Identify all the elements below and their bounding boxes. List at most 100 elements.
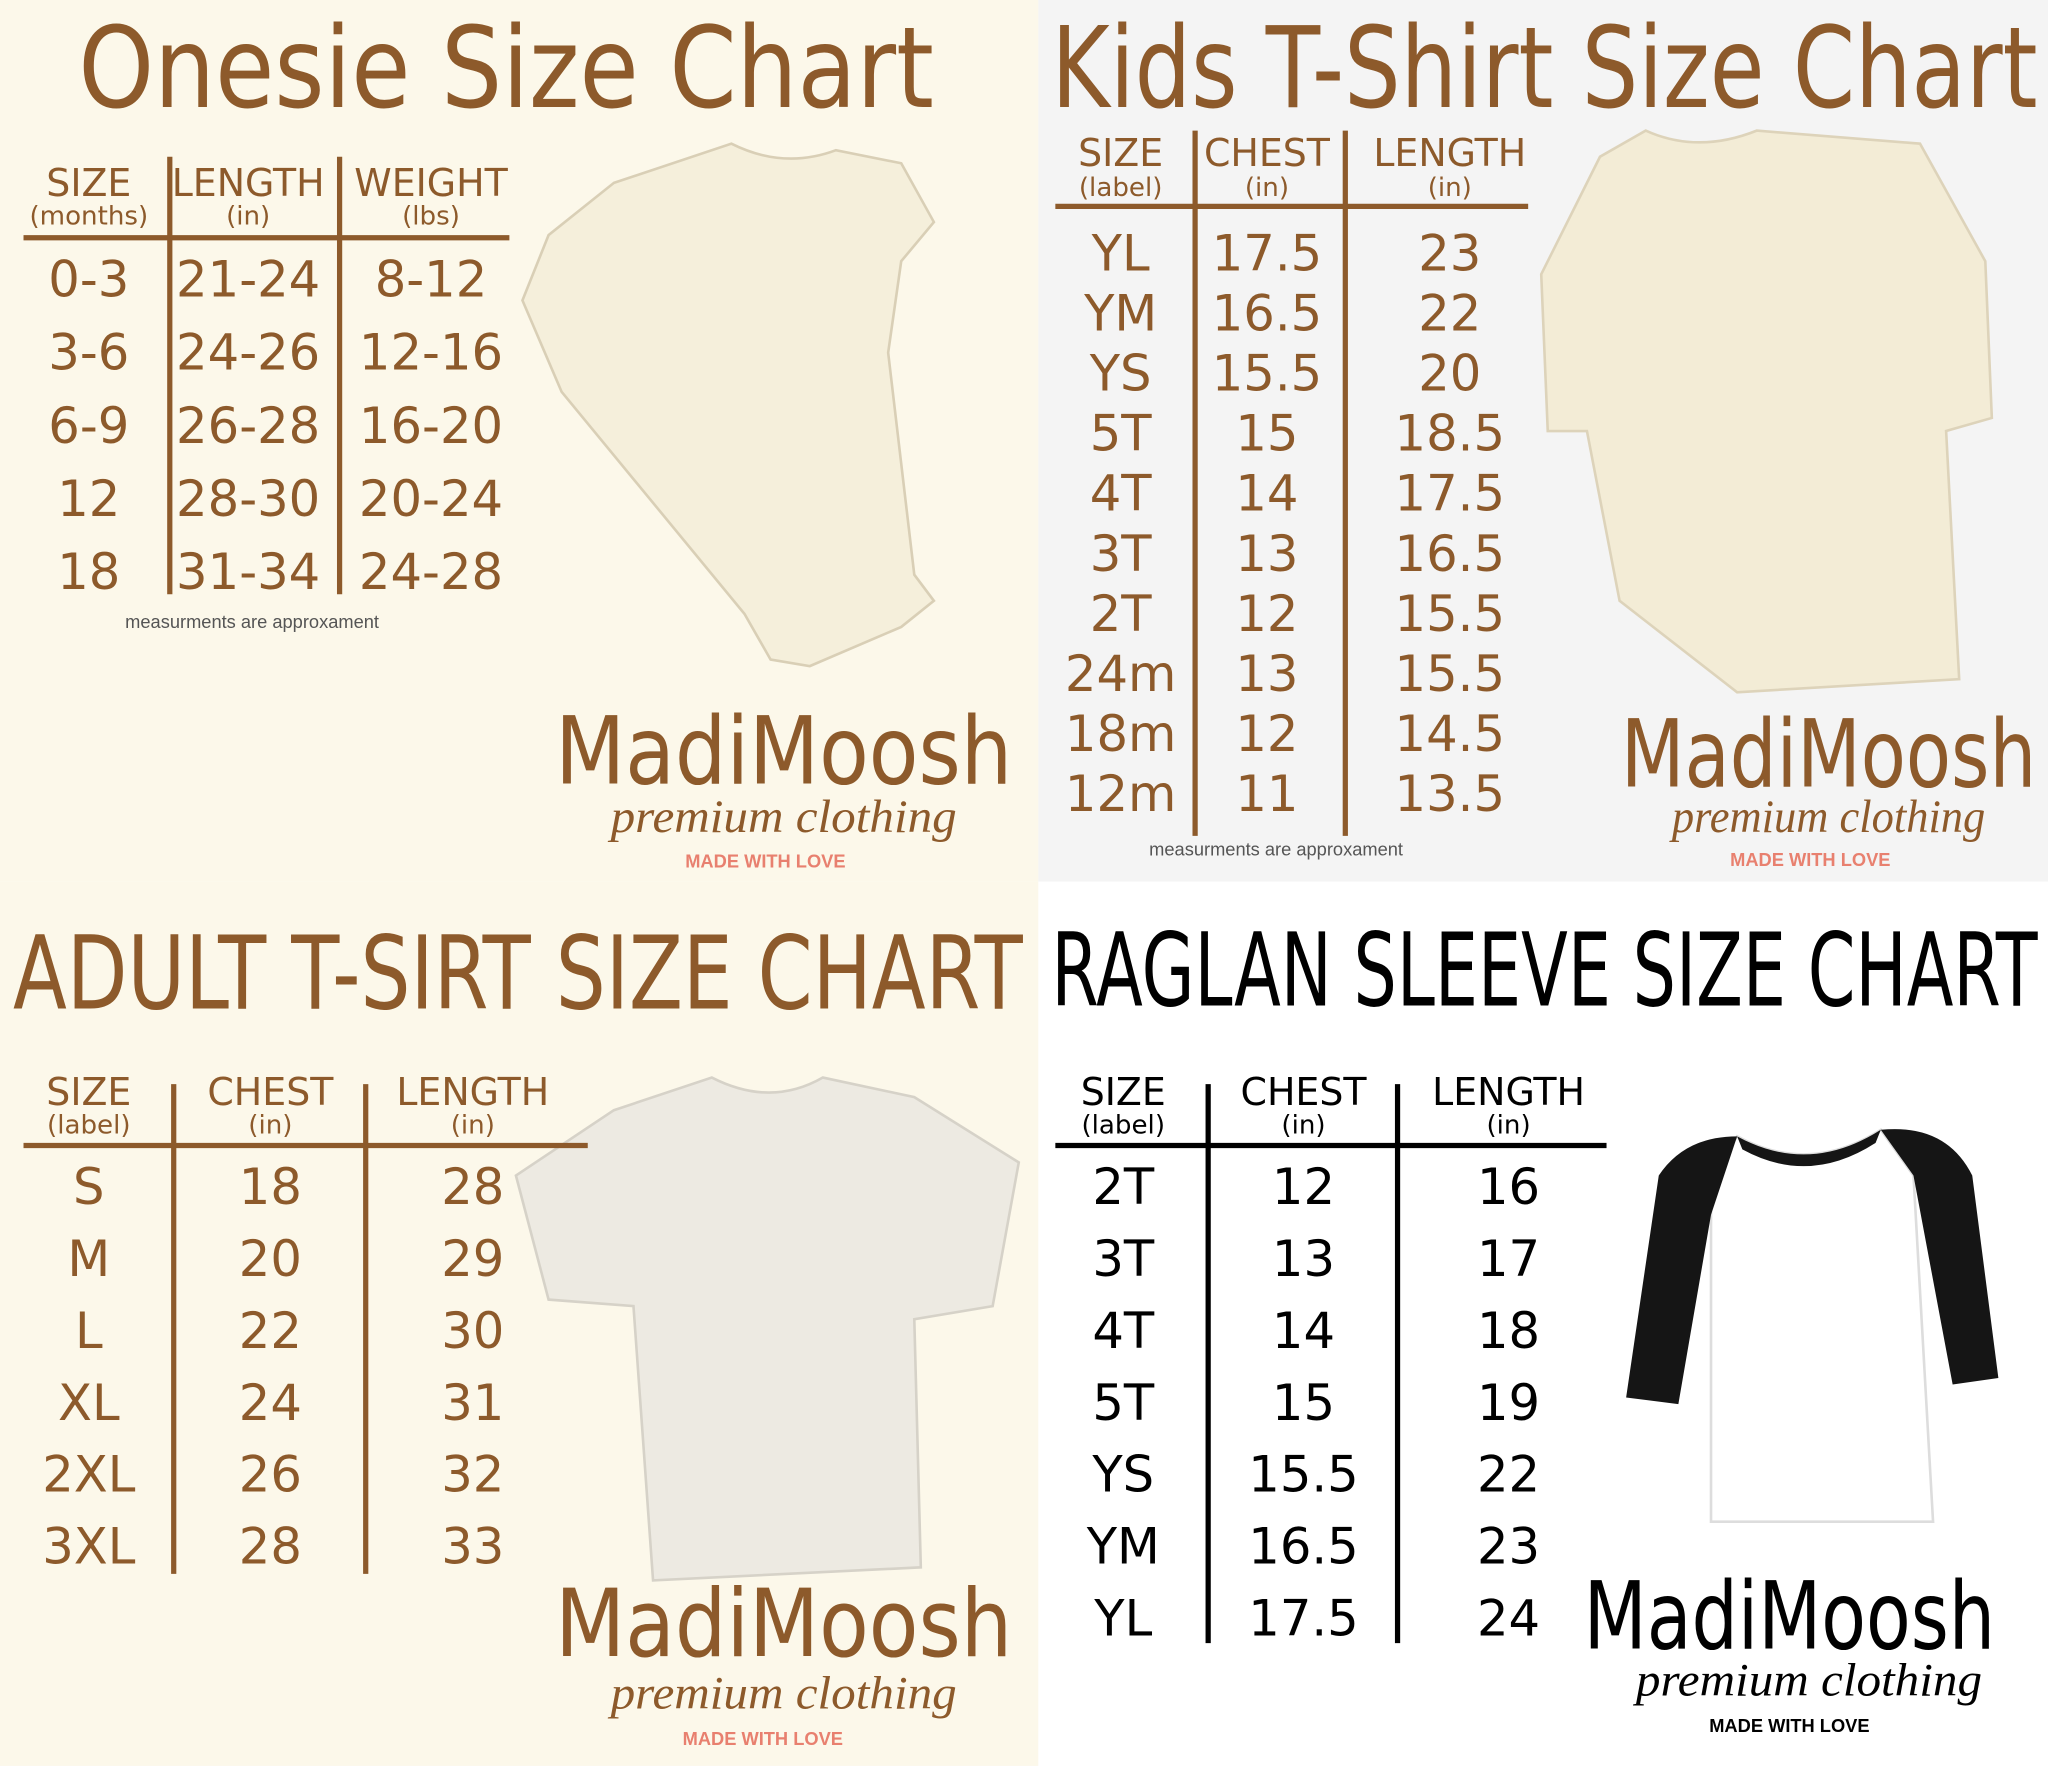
table-cell: 16.5 (1212, 284, 1323, 342)
column-header: SIZE (46, 161, 131, 205)
brand-motto: MADE WITH LOVE (1709, 1715, 1869, 1736)
chart-title: Kids T-Shirt Size Chart (1051, 4, 2037, 134)
table-cell: 2T (1090, 585, 1153, 643)
table-cell: YM (1086, 1517, 1160, 1575)
table-cell: 21-24 (176, 250, 320, 308)
table-cell: 13.5 (1395, 765, 1506, 823)
table-cell: 12 (1235, 705, 1298, 763)
kids-tshirt-image (1539, 129, 1994, 694)
table-cell: YM (1083, 284, 1157, 342)
column-unit: (in) (1281, 1111, 1325, 1141)
column-header: LENGTH (1432, 1070, 1585, 1114)
table-cell: 32 (441, 1446, 504, 1504)
brand-motto: MADE WITH LOVE (683, 1728, 843, 1749)
table-cell: 12 (1235, 585, 1298, 643)
column-header: CHEST (1241, 1070, 1368, 1114)
table-cell: 18.5 (1395, 405, 1506, 463)
table-cell: 17 (1477, 1230, 1540, 1288)
table-cell: XL (58, 1374, 120, 1432)
table-cell: YL (1091, 224, 1150, 282)
column-unit: (label) (47, 1111, 131, 1141)
table-cell: 24m (1065, 645, 1177, 703)
column-header: LENGTH (396, 1070, 549, 1114)
brand-tagline: premium clothing (1633, 1654, 1982, 1706)
chart-title: ADULT T-SIRT SIZE CHART (13, 914, 1023, 1033)
table-cell: 17.5 (1248, 1589, 1359, 1647)
table-cell: 3-6 (48, 324, 129, 382)
table-cell: 12m (1065, 765, 1177, 823)
brand-name: MadiMoosh (555, 698, 1012, 807)
table-cell: YS (1091, 1446, 1154, 1504)
table-cell: 15 (1272, 1374, 1335, 1432)
table-cell: 20 (239, 1230, 302, 1288)
table-cell: 22 (1477, 1446, 1540, 1504)
table-cell: 13 (1272, 1230, 1335, 1288)
table-cell: 4T (1092, 1302, 1155, 1360)
brand-name: MadiMoosh (1584, 1562, 1995, 1671)
table-cell: 13 (1235, 645, 1298, 703)
column-unit: (lbs) (402, 202, 460, 232)
table-cell: 17.5 (1395, 465, 1506, 523)
table-cell: 20-24 (359, 470, 503, 528)
table-cell: 2T (1092, 1158, 1155, 1216)
table-cell: 15.5 (1395, 645, 1506, 703)
brand-tagline: premium clothing (607, 1667, 956, 1719)
table-cell: 5T (1090, 405, 1153, 463)
table-cell: S (73, 1158, 105, 1216)
brand-motto: MADE WITH LOVE (685, 850, 845, 871)
table-cell: 31-34 (176, 543, 320, 601)
column-header: WEIGHT (354, 161, 508, 205)
table-cell: 12 (1272, 1158, 1335, 1216)
table-cell: 23 (1477, 1517, 1540, 1575)
adult-tshirt-image (514, 1076, 1021, 1582)
column-unit: (in) (1486, 1111, 1530, 1141)
table-cell: 15.5 (1248, 1446, 1359, 1504)
table-cell: L (75, 1302, 103, 1360)
table-cell: 30 (441, 1302, 504, 1360)
table-cell: 26 (239, 1446, 302, 1504)
table-cell: 24-26 (176, 324, 320, 382)
table-cell: 15.5 (1212, 345, 1323, 403)
table-cell: 22 (239, 1302, 302, 1360)
table-cell: 2XL (42, 1446, 136, 1504)
table-cell: 18m (1065, 705, 1177, 763)
table-cell: 28 (239, 1517, 302, 1575)
raglan-image (1626, 1128, 1999, 1523)
table-cell: 18 (1477, 1302, 1540, 1360)
table-cell: 15 (1235, 405, 1298, 463)
column-unit: (in) (248, 1111, 292, 1141)
chart-title: Onesie Size Chart (78, 4, 934, 134)
table-cell: 6-9 (48, 397, 129, 455)
table-cell: 14 (1272, 1302, 1335, 1360)
table-cell: 14.5 (1395, 705, 1506, 763)
column-unit: (in) (1245, 173, 1289, 203)
brand-tagline: premium clothing (1669, 791, 1985, 843)
column-unit: (in) (451, 1111, 495, 1141)
chart-title: RAGLAN SLEEVE SIZE CHART (1051, 912, 2038, 1031)
table-cell: 26-28 (176, 397, 320, 455)
table-cell: 22 (1418, 284, 1481, 342)
footnote: measurments are approxament (1149, 839, 1403, 860)
table-cell: 28-30 (176, 470, 320, 528)
table-cell: 13 (1235, 525, 1298, 583)
table-cell: 28 (441, 1158, 504, 1216)
table-cell: 0-3 (48, 250, 129, 308)
table-cell: 24 (239, 1374, 302, 1432)
table-cell: YS (1089, 345, 1152, 403)
table-cell: 8-12 (375, 250, 488, 308)
column-header: SIZE (46, 1070, 131, 1114)
table-cell: 14 (1235, 465, 1298, 523)
brand-tagline: premium clothing (607, 791, 956, 843)
table-cell: 31 (441, 1374, 504, 1432)
table-cell: 18 (239, 1158, 302, 1216)
column-header: SIZE (1081, 1070, 1166, 1114)
table-cell: 17.5 (1212, 224, 1323, 282)
column-unit: (in) (226, 202, 270, 232)
column-header: LENGTH (172, 161, 325, 205)
column-unit: (months) (29, 202, 148, 232)
table-cell: 16.5 (1248, 1517, 1359, 1575)
table-cell: 19 (1477, 1374, 1540, 1432)
table-cell: 15.5 (1395, 585, 1506, 643)
table-cell: 24 (1477, 1589, 1540, 1647)
